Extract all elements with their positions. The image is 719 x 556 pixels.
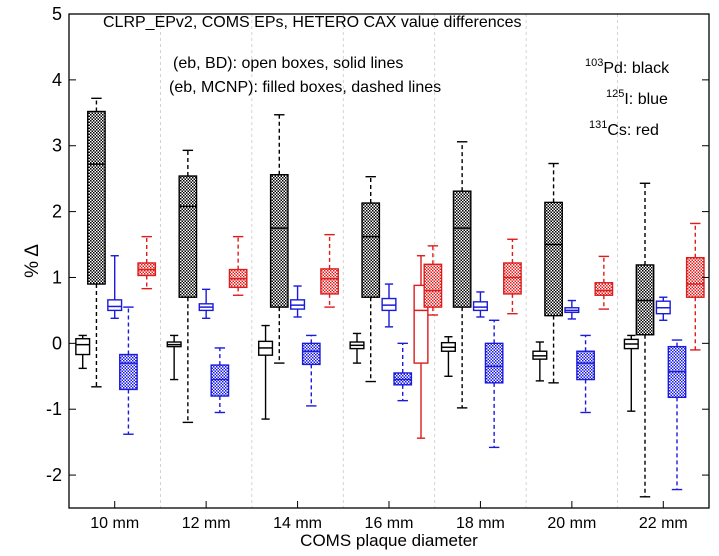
y-tick-label: 1: [52, 267, 62, 287]
pd-mcnp-10-mm-box: [87, 110, 106, 285]
legend-cs-mass: 131: [589, 119, 607, 131]
legend-pd-label: Pd: black: [603, 60, 670, 77]
cs-mcnp-20-mm-box: [594, 282, 614, 296]
x-tick-label: 12 mm: [182, 515, 231, 532]
category-separators: [160, 14, 618, 508]
cs-mcnp-16-mm-box: [423, 263, 443, 308]
i-bd-10-mm-box: [107, 299, 123, 312]
y-tick-label: 0: [52, 333, 62, 353]
x-tick-label: 10 mm: [90, 515, 139, 532]
y-tick-label: 2: [52, 202, 62, 222]
i-bd-18-mm-box: [472, 301, 488, 312]
legend-i: 125I: blue: [606, 88, 668, 108]
y-tick-label: 5: [52, 4, 62, 24]
y-axis-label: % Δ: [22, 244, 43, 278]
i-mcnp-10-mm-box: [119, 353, 138, 391]
y-tick-label: -1: [46, 399, 62, 419]
legend-cs: 131Cs: red: [589, 119, 659, 139]
box-series: [75, 97, 705, 498]
x-axis-label: COMS plaque diameter: [300, 531, 478, 550]
x-tick-label: 22 mm: [639, 515, 688, 532]
cs-mcnp-18-mm-box: [503, 262, 522, 295]
legend-i-mass: 125: [606, 88, 624, 100]
legend-pd: 103Pd: black: [585, 57, 670, 77]
legend-filled-boxes: (eb, MCNP): filled boxes, dashed lines: [169, 79, 441, 96]
x-tick-label: 20 mm: [547, 515, 596, 532]
i-mcnp-18-mm-box: [484, 342, 504, 384]
pd-mcnp-18-mm-box: [452, 190, 472, 308]
legend-pd-mass: 103: [585, 57, 603, 69]
legend-i-label: I: blue: [624, 91, 668, 108]
chart-title: CLRP_EPv2, COMS EPs, HETERO CAX value di…: [103, 14, 522, 31]
cs-mcnp-22-mm-box: [685, 257, 705, 298]
i-mcnp-14-mm-box: [301, 342, 321, 366]
y-tick-label: 4: [52, 70, 62, 90]
pd-bd-10-mm-box: [75, 338, 91, 356]
pd-mcnp-16-mm-box: [361, 202, 381, 298]
x-axis-ticks: 10 mm 12 mm 14 mm 16 mm 18 mm 20 mm 22 mm: [90, 501, 688, 532]
x-tick-label: 16 mm: [365, 515, 414, 532]
pd-mcnp-20-mm-box: [544, 201, 563, 317]
i-mcnp-12-mm-box: [210, 364, 230, 397]
y-axis-ticks: -2 -1 0 1 2 3 4 5: [46, 4, 709, 485]
y-tick-label: -2: [46, 465, 62, 485]
pd-mcnp-12-mm-box: [178, 175, 198, 298]
x-tick-label: 14 mm: [273, 515, 322, 532]
legend-open-boxes: (eb, BD): open boxes, solid lines: [173, 55, 403, 72]
cs-mcnp-14-mm-box: [320, 268, 339, 295]
legend-cs-label: Cs: red: [607, 122, 659, 139]
pd-mcnp-14-mm-box: [269, 174, 289, 308]
i-mcnp-20-mm-box: [576, 350, 595, 381]
x-tick-label: 18 mm: [456, 515, 505, 532]
y-tick-label: 3: [52, 136, 62, 156]
